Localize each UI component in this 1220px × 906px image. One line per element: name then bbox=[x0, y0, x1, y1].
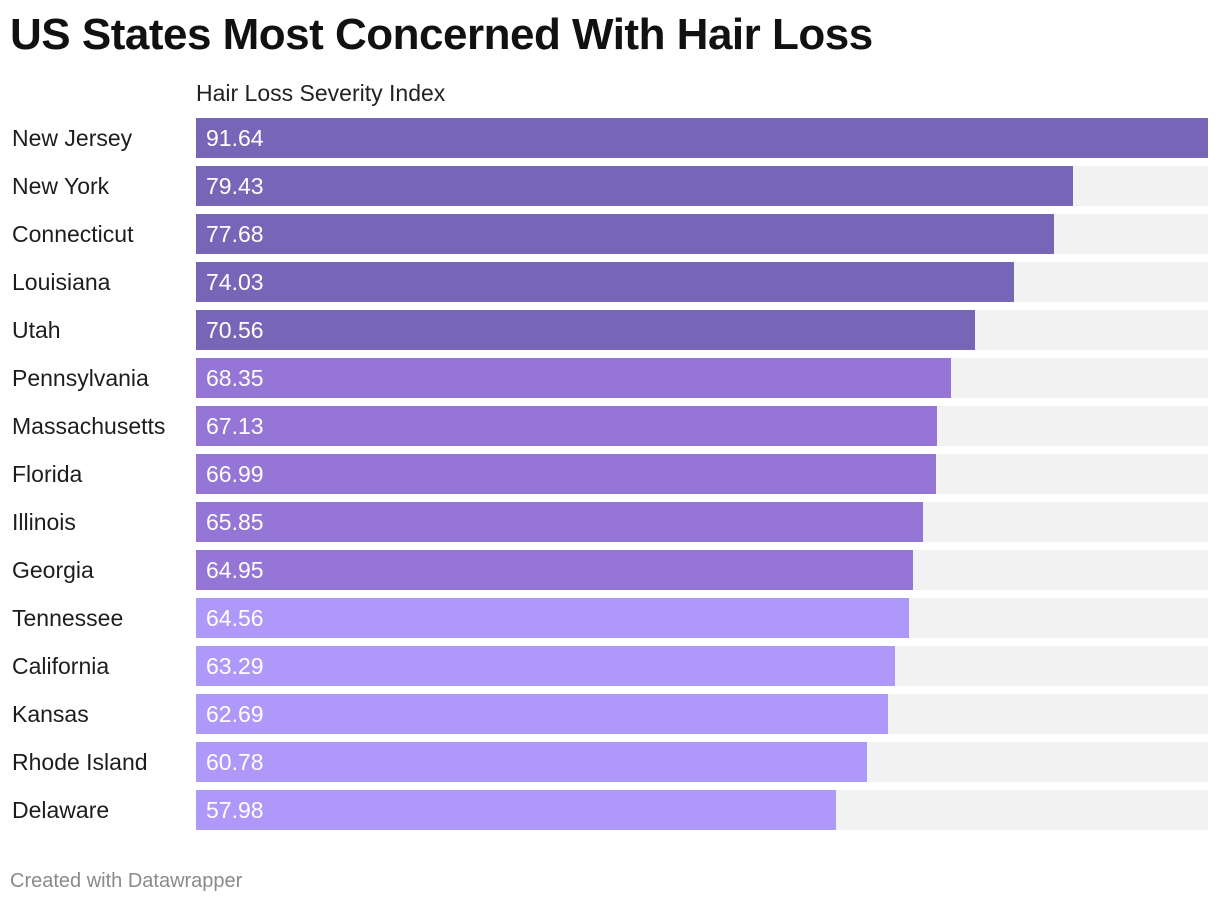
bar-row: Kansas 62.69 bbox=[0, 694, 1220, 734]
category-label: Tennessee bbox=[12, 605, 124, 631]
bar: 74.03 bbox=[196, 262, 1014, 302]
bar: 91.64 bbox=[196, 118, 1208, 158]
chart-title: US States Most Concerned With Hair Loss bbox=[10, 10, 873, 59]
bar: 62.69 bbox=[196, 694, 888, 734]
category-label: Florida bbox=[12, 461, 83, 487]
column-header: Hair Loss Severity Index bbox=[196, 80, 446, 106]
bar-row: Illinois 65.85 bbox=[0, 502, 1220, 542]
value-label: 63.29 bbox=[206, 653, 264, 679]
bar-track: 74.03 bbox=[196, 262, 1208, 302]
bar-track: 68.35 bbox=[196, 358, 1208, 398]
value-label: 91.64 bbox=[206, 125, 264, 151]
value-label: 66.99 bbox=[206, 461, 264, 487]
bar: 64.56 bbox=[196, 598, 909, 638]
bar: 57.98 bbox=[196, 790, 836, 830]
bar: 79.43 bbox=[196, 166, 1073, 206]
value-label: 77.68 bbox=[206, 221, 264, 247]
bar-track: 65.85 bbox=[196, 502, 1208, 542]
bar-track: 67.13 bbox=[196, 406, 1208, 446]
category-label: Pennsylvania bbox=[12, 365, 149, 391]
category-label: Illinois bbox=[12, 509, 76, 535]
bar-track: 63.29 bbox=[196, 646, 1208, 686]
category-label: California bbox=[12, 653, 110, 679]
bar-row: Massachusetts 67.13 bbox=[0, 406, 1220, 446]
bar: 68.35 bbox=[196, 358, 951, 398]
bar-row: Florida 66.99 bbox=[0, 454, 1220, 494]
value-label: 64.56 bbox=[206, 605, 264, 631]
category-label: Massachusetts bbox=[12, 413, 166, 439]
category-label: Utah bbox=[12, 317, 61, 343]
bar: 77.68 bbox=[196, 214, 1054, 254]
bar-row: Georgia 64.95 bbox=[0, 550, 1220, 590]
bar-track: 60.78 bbox=[196, 742, 1208, 782]
bar-row: Connecticut 77.68 bbox=[0, 214, 1220, 254]
value-label: 74.03 bbox=[206, 269, 264, 295]
value-label: 68.35 bbox=[206, 365, 264, 391]
bar-track: 57.98 bbox=[196, 790, 1208, 830]
bar-track: 64.56 bbox=[196, 598, 1208, 638]
bar: 63.29 bbox=[196, 646, 895, 686]
bar: 65.85 bbox=[196, 502, 923, 542]
bar: 67.13 bbox=[196, 406, 937, 446]
bar-row: Utah 70.56 bbox=[0, 310, 1220, 350]
category-label: Kansas bbox=[12, 701, 89, 727]
category-label: Louisiana bbox=[12, 269, 111, 295]
category-label: Rhode Island bbox=[12, 749, 148, 775]
value-label: 65.85 bbox=[206, 509, 264, 535]
bar-track: 70.56 bbox=[196, 310, 1208, 350]
value-label: 60.78 bbox=[206, 749, 264, 775]
value-label: 79.43 bbox=[206, 173, 264, 199]
bar-track: 91.64 bbox=[196, 118, 1208, 158]
bar-row: Louisiana 74.03 bbox=[0, 262, 1220, 302]
bar-track: 62.69 bbox=[196, 694, 1208, 734]
bar-row: Tennessee 64.56 bbox=[0, 598, 1220, 638]
category-label: Delaware bbox=[12, 797, 110, 823]
bar-row: Pennsylvania 68.35 bbox=[0, 358, 1220, 398]
bar-track: 66.99 bbox=[196, 454, 1208, 494]
bar-row: New Jersey 91.64 bbox=[0, 118, 1220, 158]
category-label: Connecticut bbox=[12, 221, 134, 247]
bar-row: Delaware 57.98 bbox=[0, 790, 1220, 830]
bar-row: New York 79.43 bbox=[0, 166, 1220, 206]
value-label: 64.95 bbox=[206, 557, 264, 583]
bar: 64.95 bbox=[196, 550, 913, 590]
bar-row: California 63.29 bbox=[0, 646, 1220, 686]
bar-row: Rhode Island 60.78 bbox=[0, 742, 1220, 782]
footer-credit: Created with Datawrapper bbox=[10, 870, 243, 892]
bar-track: 64.95 bbox=[196, 550, 1208, 590]
bar: 70.56 bbox=[196, 310, 975, 350]
bar: 66.99 bbox=[196, 454, 936, 494]
value-label: 57.98 bbox=[206, 797, 264, 823]
bar-track: 77.68 bbox=[196, 214, 1208, 254]
bar: 60.78 bbox=[196, 742, 867, 782]
value-label: 62.69 bbox=[206, 701, 264, 727]
category-label: New York bbox=[12, 173, 110, 199]
value-label: 67.13 bbox=[206, 413, 264, 439]
value-label: 70.56 bbox=[206, 317, 264, 343]
category-label: New Jersey bbox=[12, 125, 133, 151]
bar-track: 79.43 bbox=[196, 166, 1208, 206]
category-label: Georgia bbox=[12, 557, 94, 583]
